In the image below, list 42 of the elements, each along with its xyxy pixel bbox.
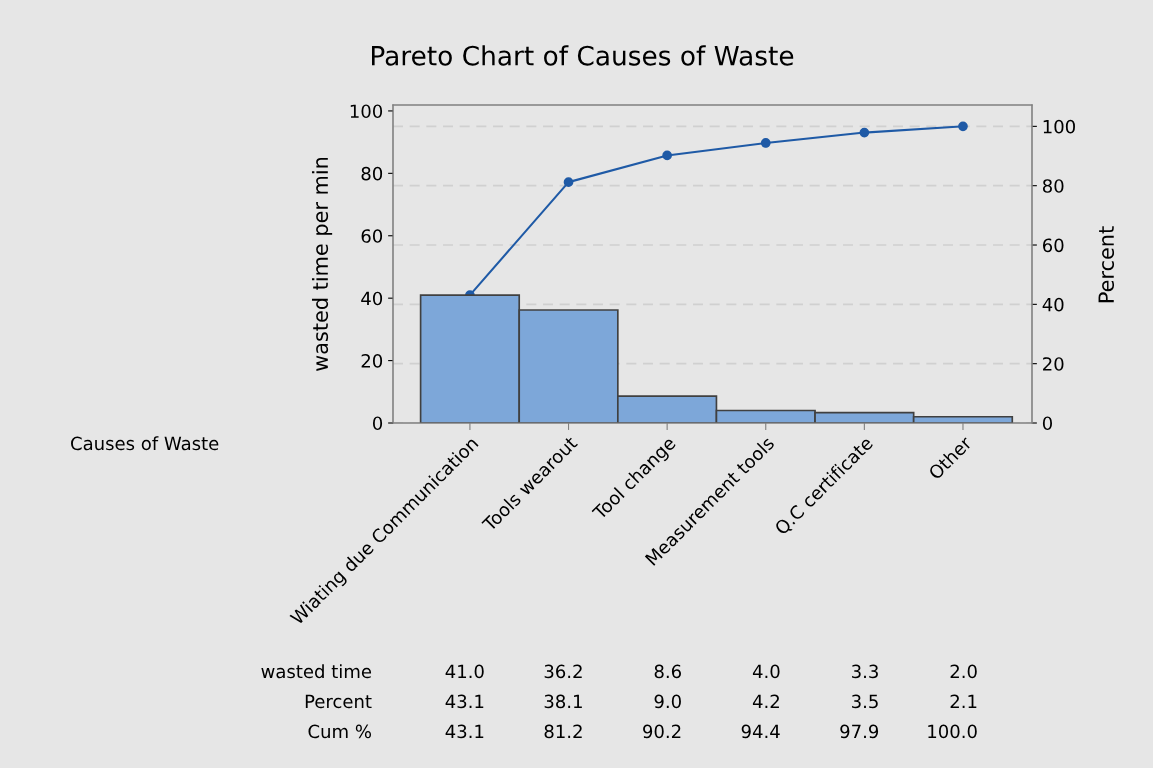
point <box>760 138 771 148</box>
data-label: 8.6 <box>654 664 681 679</box>
y-tick-label: 100 <box>350 104 383 119</box>
text: 38.1 <box>544 694 582 709</box>
data-label: 41.0 <box>445 664 484 679</box>
text: Percent <box>305 694 372 709</box>
chart-title: Pareto Chart of Causes of Waste <box>372 45 794 66</box>
y2-tick-label: 40 <box>1042 297 1064 312</box>
text: 2.1 <box>950 694 977 708</box>
point <box>958 121 968 132</box>
data-label: 4.0 <box>752 664 780 679</box>
y-tick-label: 20 <box>361 354 383 368</box>
data-label: 36.2 <box>544 664 582 679</box>
data-label: 2.0 <box>950 664 977 679</box>
y2-tick-label: 100 <box>1043 119 1075 134</box>
data-label: 94.4 <box>741 724 780 739</box>
point <box>563 177 574 187</box>
data-label: 97.9 <box>840 724 879 739</box>
data-label: 100.0 <box>928 724 977 739</box>
y2-tick-label: 0 <box>1042 416 1053 431</box>
y2-tick-label: 60 <box>1042 238 1064 253</box>
text: wasted time <box>261 664 372 679</box>
y-axis-title: wasted time per min <box>311 157 333 371</box>
y-tick-label: 40 <box>361 291 383 306</box>
y2-tick-label: 80 <box>1042 179 1064 193</box>
data-label: 43.1 <box>445 724 484 739</box>
text: Cum % <box>308 724 372 739</box>
text: 3.5 <box>852 694 878 709</box>
text: 9.0 <box>654 694 681 709</box>
text: 4.2 <box>752 694 779 708</box>
data-label: 90.2 <box>643 724 681 739</box>
data-label: 81.2 <box>544 724 582 739</box>
y2-axis-title: Percent <box>1098 226 1115 303</box>
y-tick-label: 0 <box>372 416 383 431</box>
point <box>859 127 870 138</box>
x-axis-title: Causes of Waste <box>71 436 219 451</box>
text: 43.1 <box>445 694 484 709</box>
y-tick-label: 80 <box>361 166 383 181</box>
data-label: 3.3 <box>852 664 878 679</box>
y-tick-label: 60 <box>361 229 383 243</box>
y2-tick-label: 20 <box>1043 357 1064 371</box>
point <box>662 150 673 161</box>
